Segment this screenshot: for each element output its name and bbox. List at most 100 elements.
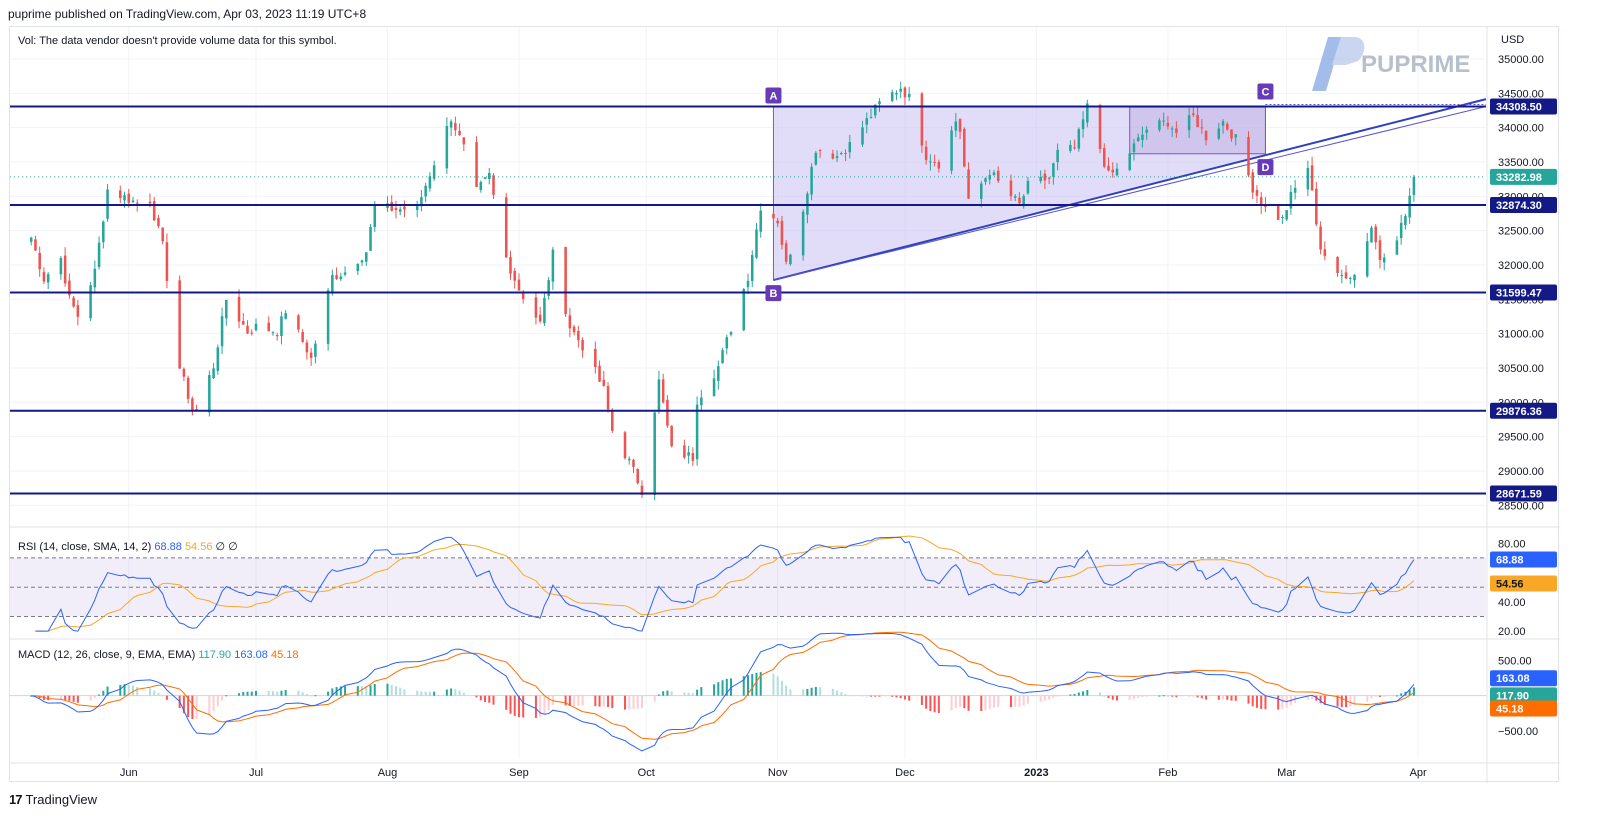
candle-body	[958, 118, 962, 132]
level-price-tag-bg	[1490, 196, 1557, 213]
candle	[1073, 139, 1076, 150]
time-tick: Nov	[768, 767, 788, 779]
candle	[165, 233, 169, 289]
candle	[1365, 232, 1369, 278]
candle	[1043, 169, 1047, 190]
last-price-tag-text: 33282.98	[1496, 172, 1542, 184]
macd-hist-bar	[903, 695, 906, 700]
candle	[890, 89, 894, 103]
candle	[1226, 121, 1229, 131]
time-tick: Aug	[378, 767, 398, 779]
candle	[1349, 276, 1352, 285]
macd-hist-bar	[47, 695, 50, 701]
candle-body	[1187, 115, 1191, 131]
candle	[513, 268, 516, 289]
macd-hist-bar	[1188, 695, 1191, 697]
candle	[1221, 119, 1225, 134]
support-resistance-levels: A B C D	[10, 83, 1486, 495]
macd-hist-bar	[759, 672, 762, 696]
candle	[394, 200, 398, 219]
macd-hist-bar	[394, 686, 397, 696]
macd-hist-bar	[1132, 695, 1135, 699]
candle-body	[963, 128, 966, 167]
candle-body	[1340, 274, 1344, 277]
candle-body	[165, 242, 169, 281]
level-price-tag-text: 28671.59	[1496, 488, 1542, 500]
macd-hist-bar	[1264, 695, 1267, 710]
candle-body	[992, 172, 996, 176]
candle-body	[988, 175, 992, 180]
candle-body	[1374, 226, 1377, 243]
candle	[640, 480, 644, 498]
macd-hist-bar	[594, 695, 597, 707]
macd-hist-bar	[221, 695, 224, 701]
candle	[907, 86, 911, 102]
candle	[695, 396, 699, 466]
macd-hist-bar	[1336, 695, 1339, 707]
macd-hist-bar	[297, 690, 300, 696]
candle	[865, 112, 869, 134]
macd-hist-bar	[1141, 695, 1144, 698]
macd-hist-bar	[751, 673, 754, 696]
candle-body	[1344, 272, 1348, 279]
candle-body	[521, 292, 525, 300]
candle-body	[564, 246, 567, 315]
candle-body	[627, 458, 631, 461]
candle	[1306, 160, 1310, 196]
macd-hist-bar	[310, 695, 313, 697]
candle-body	[636, 468, 639, 484]
level-price-tag-bg	[1490, 402, 1557, 419]
macd-hist-bar	[445, 689, 448, 696]
candle	[1145, 126, 1148, 140]
candle-body	[1026, 180, 1030, 194]
candle-body	[93, 268, 97, 288]
macd-hist-bar	[255, 690, 257, 696]
macd-hist-bar	[1048, 695, 1051, 700]
candle	[831, 149, 835, 160]
candle-body	[950, 130, 953, 171]
candle-body	[1170, 128, 1174, 130]
candle-body	[666, 399, 669, 426]
candle-body	[462, 137, 466, 145]
candle	[1069, 140, 1072, 153]
candle	[1399, 214, 1403, 245]
candle	[564, 246, 567, 317]
candle-body	[483, 177, 487, 179]
candle	[861, 120, 864, 147]
candle	[242, 313, 245, 325]
candle-body	[68, 280, 71, 296]
macd-hist-bar	[950, 695, 953, 711]
macd-hist-bar	[1158, 695, 1161, 697]
macd-hist-bar	[772, 673, 775, 696]
macd-hist-bar	[1323, 695, 1326, 705]
candle	[1086, 99, 1089, 128]
puprime-logo-icon	[1312, 37, 1365, 91]
candle	[369, 224, 372, 252]
candle	[755, 222, 758, 259]
candle	[246, 320, 249, 335]
candle	[657, 370, 661, 415]
candle-body	[475, 142, 478, 188]
macd-signal-value-tag-text: 45.18	[1496, 703, 1524, 715]
rsi-sma-value-tag-text: 54.56	[1496, 579, 1524, 591]
time-tick: Jun	[120, 767, 138, 779]
candle	[72, 295, 75, 308]
candle-body	[1158, 120, 1161, 130]
macd-hist-bar	[462, 692, 465, 696]
macd-signal-value-tag: 45.18	[1490, 700, 1557, 717]
candle	[725, 334, 729, 355]
pattern-tag-bg	[1257, 83, 1274, 100]
price-tick: 29000.00	[1498, 466, 1544, 478]
macd-hist-bar	[1162, 695, 1165, 697]
candle	[220, 307, 224, 355]
macd-hist-value-tag-bg	[1490, 687, 1557, 704]
candle	[780, 215, 784, 250]
macd-hist-bar	[806, 688, 809, 696]
macd-hist-bar	[929, 695, 932, 712]
macd-hist-bar	[1137, 695, 1140, 698]
candle-body	[1107, 165, 1110, 171]
macd-hist-bar	[484, 695, 487, 702]
macd-hist-value-tag: 117.90	[1490, 687, 1557, 704]
